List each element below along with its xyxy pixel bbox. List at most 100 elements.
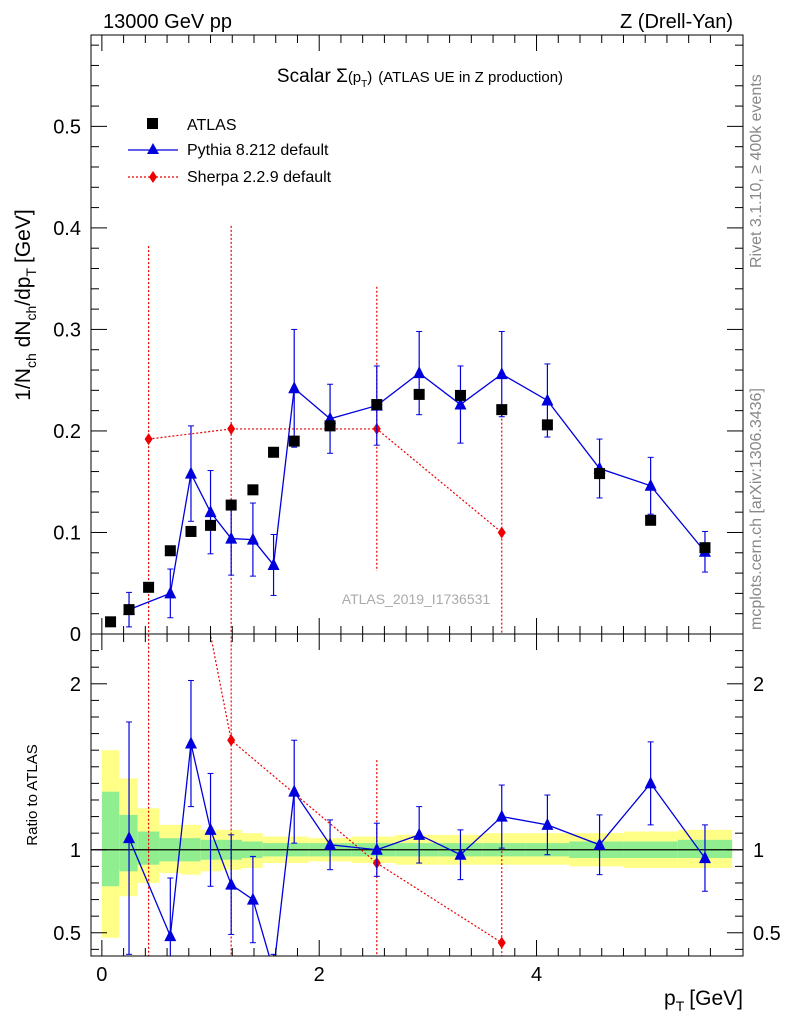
legend-atlas-label: ATLAS <box>187 117 237 134</box>
pythia-point <box>204 505 217 518</box>
xtick-label: 0 <box>96 964 107 986</box>
ratio-pythia-point <box>541 817 554 830</box>
header-right: Z (Drell-Yan) <box>620 11 733 33</box>
title-arg: (p <box>348 69 361 86</box>
pythia-point <box>267 557 280 570</box>
ratio-ytick-label: 1 <box>70 840 81 862</box>
legend-sherpa-marker <box>149 171 157 183</box>
ratio-y-tick-labels: 0.5 0.5 1 1 2 2 <box>53 674 781 945</box>
atlas-point <box>413 388 425 400</box>
ratio-frame <box>90 633 744 957</box>
main-ytick-label: 0.4 <box>53 218 81 240</box>
title-suffix: (ATLAS UE in Z production) <box>378 69 563 86</box>
ratio-pythia-point <box>698 851 711 864</box>
atlas-point <box>541 419 553 431</box>
atlas-series <box>105 388 711 628</box>
atlas-point <box>324 420 336 432</box>
pythia-series <box>123 328 711 628</box>
ratio-pythia-point <box>164 929 177 942</box>
atlas-point <box>454 389 466 401</box>
pythia-point <box>413 366 426 379</box>
pythia-point <box>225 531 238 544</box>
pythia-point <box>164 586 177 599</box>
pythia-point <box>541 393 554 406</box>
ratio-pythia-point <box>370 842 383 855</box>
atlas-point <box>645 514 657 526</box>
atlas-point <box>225 499 237 511</box>
title-prefix: Scalar <box>277 66 336 87</box>
ratio-pythia-point <box>593 837 606 850</box>
ratio-y-label: Ratio to ATLAS <box>24 744 41 845</box>
ylabel-sub-T: T <box>23 268 39 277</box>
ratio-pythia-point <box>123 831 136 844</box>
xlabel-text: p <box>664 987 676 1010</box>
main-ytick-label: 0.3 <box>53 319 81 341</box>
ylabel-mid2: /dp <box>12 277 35 306</box>
title-sub: T <box>361 79 367 90</box>
sherpa-series <box>144 225 506 634</box>
ylabel-text: 1/N <box>12 368 35 401</box>
chart-title: Scalar Σ(pT) (ATLAS UE in Z production) <box>277 66 563 90</box>
atlas-point <box>699 542 711 554</box>
title-sigma: Σ <box>336 66 348 87</box>
ratio-pythia-point <box>324 837 337 850</box>
legend-sherpa-label: Sherpa 2.2.9 default <box>187 169 332 186</box>
sherpa-point <box>227 422 236 435</box>
xtick-label: 2 <box>314 964 325 986</box>
atlas-point <box>594 468 606 480</box>
title-close: ) <box>367 69 372 86</box>
pythia-point <box>184 466 197 479</box>
legend-pythia-marker <box>147 143 159 154</box>
ratio-plot: 0.5 0.5 1 1 2 2 0 2 4 Ratio to ATLAS pT [GeV] <box>24 633 781 1014</box>
ratio-ytick-label-right: 0.5 <box>753 923 781 945</box>
pythia-point <box>495 367 508 380</box>
ratio-pythia-point <box>268 964 280 976</box>
atlas-point <box>288 435 300 447</box>
ratio-pythia-point <box>204 822 217 835</box>
atlas-point <box>247 484 259 496</box>
ratio-pythia-point <box>495 809 508 822</box>
xlabel-sub: T <box>676 998 685 1014</box>
main-ticks <box>91 35 743 635</box>
main-data-area <box>105 225 711 634</box>
rivet-side-label: Rivet 3.1.10, ≥ 400k events <box>748 74 765 268</box>
pythia-point <box>246 532 259 545</box>
sherpa-line <box>148 428 503 533</box>
ratio-band-inner <box>101 791 120 887</box>
main-ytick-label: 0.1 <box>53 522 81 544</box>
ratio-pythia-point <box>225 877 238 890</box>
ratio-pythia-point <box>454 847 467 860</box>
ylabel-unit: [GeV] <box>12 209 35 263</box>
atlas-point <box>123 604 135 616</box>
main-y-tick-labels: 0 0.1 0.2 0.3 0.4 0.5 <box>53 116 81 646</box>
x-axis-label: pT [GeV] <box>664 987 743 1014</box>
main-plot: 00.10.20.30.40.5 Scalar Σ(pT) (ATLAS UE i… <box>12 34 744 646</box>
legend-pythia-label: Pythia 8.212 default <box>187 142 329 159</box>
atlas-point <box>205 519 217 531</box>
ratio-pythia-point <box>644 776 657 789</box>
ratio-bands <box>101 750 733 938</box>
pythia-line <box>128 372 706 611</box>
y-axis-label: 1/Nch dNch/dpT[GeV] <box>12 209 39 400</box>
ratio-pythia-point <box>184 736 197 749</box>
ratio-pythia-point <box>288 784 301 797</box>
main-ytick-label: 0.5 <box>53 116 81 138</box>
ylabel-mid: dN <box>12 321 35 354</box>
ylabel-sub-ch: ch <box>23 353 39 368</box>
analysis-id: ATLAS_2019_I1736531 <box>342 591 491 607</box>
main-ytick-label: 0 <box>70 624 81 646</box>
mcplots-side-label: mcplots.cern.ch [arXiv:1306.3436] <box>748 388 765 630</box>
ratio-pythia-point <box>246 892 259 905</box>
pythia-point <box>644 478 657 491</box>
x-tick-labels: 0 2 4 <box>96 964 542 986</box>
header-left: 13000 GeV pp <box>103 11 232 33</box>
legend: ATLAS Pythia 8.212 default Sherpa 2.2.9 … <box>128 117 332 186</box>
ratio-sherpa-series <box>147 634 506 956</box>
atlas-point <box>496 404 508 416</box>
ratio-ytick-label-right: 2 <box>753 674 764 696</box>
ratio-data-area <box>91 634 743 976</box>
ratio-sherpa-point <box>497 936 506 949</box>
ratio-ytick-label-right: 1 <box>753 840 764 862</box>
svg-text:1/Nch dNch/dpT[GeV]: 1/Nch dNch/dpT[GeV] <box>12 209 39 400</box>
